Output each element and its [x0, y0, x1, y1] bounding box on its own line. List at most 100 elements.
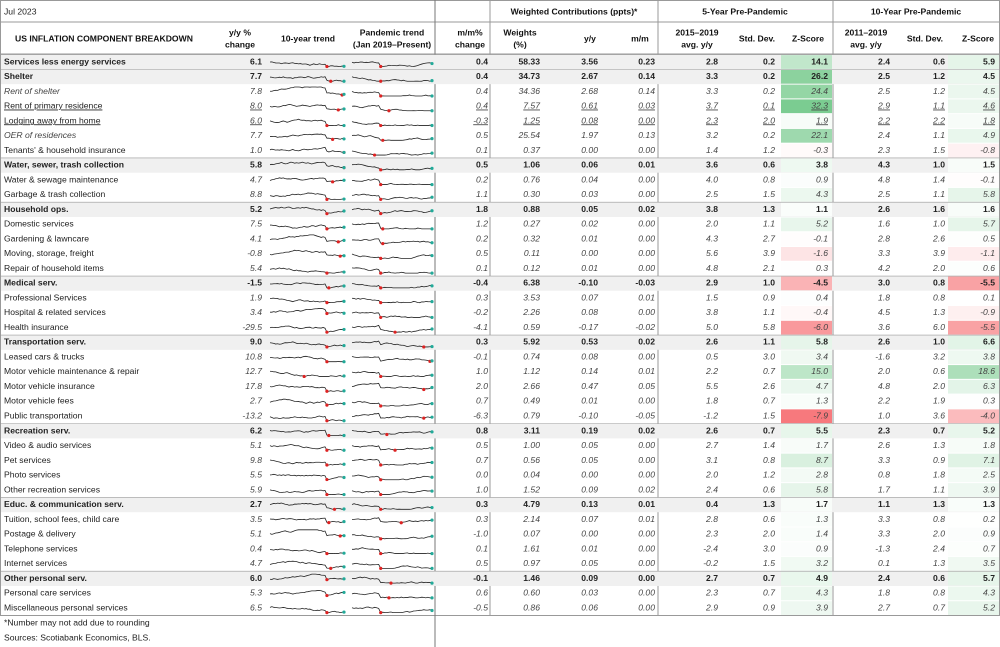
sparkline-dot	[325, 593, 329, 598]
sparkline-dot	[430, 596, 434, 600]
sparkline-dot	[430, 385, 434, 390]
sparkline-dot	[329, 79, 333, 83]
cell-value: 0.01	[581, 396, 598, 406]
row-label: Lodging away from home	[4, 115, 101, 125]
cell-value: 2.2	[877, 115, 890, 125]
column-header: (%)	[513, 39, 527, 49]
cell-value: 1.3	[763, 499, 775, 509]
cell-value: 3.0	[763, 543, 775, 553]
cell-value: 2.14	[522, 514, 540, 524]
sparkline-dot	[342, 551, 346, 555]
cell-value: -13.2	[242, 411, 262, 421]
cell-value: 5.2	[816, 219, 828, 229]
cell-value: 0.08	[581, 307, 598, 317]
cell-value: 1.0	[933, 337, 945, 347]
cell-value: -1.1	[980, 248, 995, 258]
sparkline	[351, 517, 433, 524]
sparkline-dot	[342, 360, 346, 364]
cell-value: 0.01	[581, 233, 598, 243]
cell-value: 5.3	[250, 588, 262, 598]
z-score-fill	[781, 468, 832, 483]
cell-value: 0.14	[581, 366, 598, 376]
sparkline-dot	[336, 108, 340, 112]
row-label: Health insurance	[4, 322, 69, 332]
cell-value: 2.0	[877, 366, 890, 376]
column-header: avg. y/y	[681, 39, 713, 49]
cell-value: 0.01	[638, 499, 655, 509]
cell-value: 0.00	[638, 115, 655, 125]
cell-value: 1.4	[933, 174, 945, 184]
sparkline-dot	[342, 343, 346, 348]
z-score-fill	[948, 424, 999, 438]
sparkline-dot	[430, 253, 434, 258]
cell-value: 1.6	[983, 204, 995, 214]
sparkline-dot	[325, 330, 329, 334]
cell-value: 1.1	[763, 307, 775, 317]
cell-value: 2.9	[706, 278, 718, 288]
cell-value: 1.1	[763, 219, 775, 229]
cell-value: 2.8	[706, 56, 718, 66]
sparkline-dot	[430, 373, 434, 377]
cell-value: 24.4	[810, 86, 828, 96]
sparkline	[269, 341, 345, 348]
cell-value: 5.2	[250, 204, 262, 214]
cell-value: 0.05	[638, 381, 655, 391]
cell-value: 6.6	[983, 337, 995, 347]
cell-value: 0.6	[983, 263, 995, 273]
cell-value: 1.97	[581, 130, 599, 140]
sparkline-dot	[422, 387, 426, 392]
z-score-fill	[948, 306, 999, 320]
sparkline-dot	[430, 315, 434, 320]
sparkline-dot	[338, 254, 342, 258]
cell-value: 2.3	[705, 115, 718, 125]
cell-value: 0.00	[638, 543, 655, 553]
cell-value: 0.01	[581, 543, 598, 553]
group-header: 10-Year Pre-Pandemic	[871, 6, 962, 16]
sparkline-dot	[379, 507, 383, 511]
cell-value: 5.6	[706, 248, 718, 258]
cell-value: 1.8	[476, 204, 488, 214]
sparkline-dot	[342, 577, 346, 581]
row-label: Hospital & related services	[4, 307, 106, 317]
z-score-fill	[948, 409, 999, 424]
cell-value: 3.2	[816, 558, 828, 568]
z-score-fill	[781, 512, 832, 527]
column-header: m/m%	[457, 27, 483, 37]
column-header: Pandemic trend	[360, 27, 424, 37]
z-score-fill	[948, 261, 999, 276]
z-score-fill	[781, 497, 832, 512]
sparkline	[351, 283, 433, 289]
cell-value: 0.3	[476, 514, 488, 524]
sparkline-dot	[342, 238, 346, 243]
cell-value: 3.5	[250, 514, 262, 524]
cell-value: 1.2	[933, 71, 945, 81]
cell-value: -0.5	[473, 602, 488, 612]
sparkline-dot	[379, 286, 383, 290]
column-header: Weights	[503, 27, 536, 37]
sparkline-dot	[430, 551, 434, 556]
sparkline	[269, 590, 345, 597]
sparkline-dot	[430, 94, 434, 98]
cell-value: 0.00	[638, 602, 655, 612]
cell-value: 0.6	[763, 160, 775, 170]
sparkline	[351, 150, 433, 156]
sparkline	[269, 429, 344, 436]
z-score-fill	[781, 99, 832, 114]
cell-value: 7.1	[983, 455, 995, 465]
cell-value: 3.2	[706, 130, 718, 140]
sparkline-dot	[430, 359, 434, 363]
cell-value: 0.6	[933, 573, 945, 583]
group-header: 5-Year Pre-Pandemic	[702, 6, 788, 16]
row-highlight	[1, 497, 999, 513]
cell-value: 0.00	[638, 307, 655, 317]
cell-value: 0.06	[581, 160, 598, 170]
sparkline	[269, 249, 345, 257]
cell-value: 1.2	[763, 470, 775, 480]
cell-value: 2.5	[705, 189, 718, 199]
sparkline-dot	[379, 123, 383, 128]
cell-value: 4.3	[706, 233, 718, 243]
sparkline-dot	[430, 327, 434, 331]
cell-value: 5.1	[250, 529, 262, 539]
cell-value: 1.8	[983, 440, 995, 450]
sparkline-dot	[332, 507, 337, 511]
